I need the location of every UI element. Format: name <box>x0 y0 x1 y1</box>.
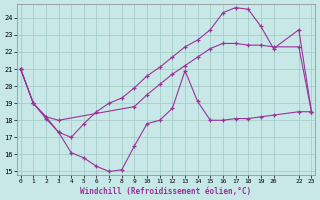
X-axis label: Windchill (Refroidissement éolien,°C): Windchill (Refroidissement éolien,°C) <box>80 187 252 196</box>
